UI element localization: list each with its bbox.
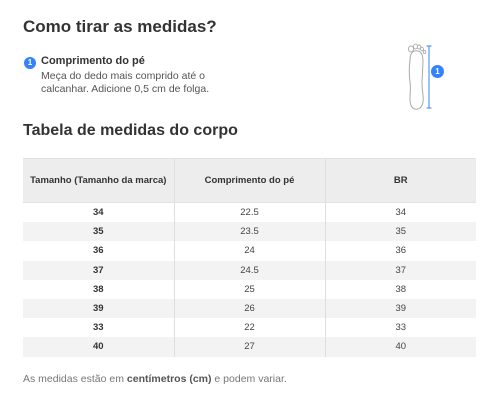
step-description: Meça do dedo mais comprido até o calcanh… [41,70,210,95]
cell-size: 34 [92,207,104,219]
cell-size: 39 [23,298,174,319]
cell-br: 34 [324,202,476,223]
cell-br: 38 [324,279,476,299]
table-title: Tabela de medidas do corpo [23,122,238,139]
step-number-badge: 1 [24,57,36,69]
cell-size: 35 [23,222,174,242]
header-br: BR [324,158,476,203]
cell-foot-length: 23.5 [173,222,325,242]
table-row: 35 23.5 35 [23,222,476,242]
note-prefix: As medidas estão em [23,373,127,385]
cell-br: 33 [324,318,476,338]
step-title: Comprimento do pé [41,55,145,67]
header-size-brand: Tamanho (Tamanho da marca) [23,158,174,203]
cell-size: 33 [92,322,104,334]
cell-size: 40 [23,337,174,357]
cell-foot-length: 27 [173,337,325,357]
cell-foot-length: 24 [173,241,325,261]
cell-foot-length: 22.5 [173,202,325,223]
table-row: 38 25 38 [23,279,476,299]
cell-br: 37 [324,260,476,280]
cell-br: 40 [324,337,476,357]
table-row: 37 24.5 37 [23,260,476,280]
table-row: 34 22.5 34 [23,202,476,223]
page-title: Como tirar as medidas? [23,17,217,36]
table-row: 33 22 33 [23,318,476,338]
cell-size: 38 [92,283,104,295]
size-table: Tamanho (Tamanho da marca) Comprimento d… [23,158,476,357]
note-suffix: e podem variar. [211,373,287,385]
cell-foot-length: 25 [173,279,325,299]
cell-br: 39 [324,298,476,319]
table-row: 36 24 36 [23,241,476,261]
cell-br: 36 [324,241,476,261]
note-units: centímetros (cm) [126,373,212,385]
cell-size: 36 [92,245,104,257]
table-row: 39 26 39 [23,298,476,319]
cell-foot-length: 26 [173,298,325,319]
foot-length-diagram-icon [407,43,432,110]
cell-br: 35 [324,222,476,242]
table-row: 40 27 40 [23,337,476,357]
cell-size: 37 [23,260,174,280]
units-note: As medidas estão em centímetros (cm) e p… [23,373,287,385]
table-header-row: Tamanho (Tamanho da marca) Comprimento d… [23,158,476,203]
figure-step-badge: 1 [431,65,444,78]
cell-foot-length: 24.5 [173,260,325,280]
cell-foot-length: 22 [173,318,325,338]
header-foot-length: Comprimento do pé [173,158,325,203]
